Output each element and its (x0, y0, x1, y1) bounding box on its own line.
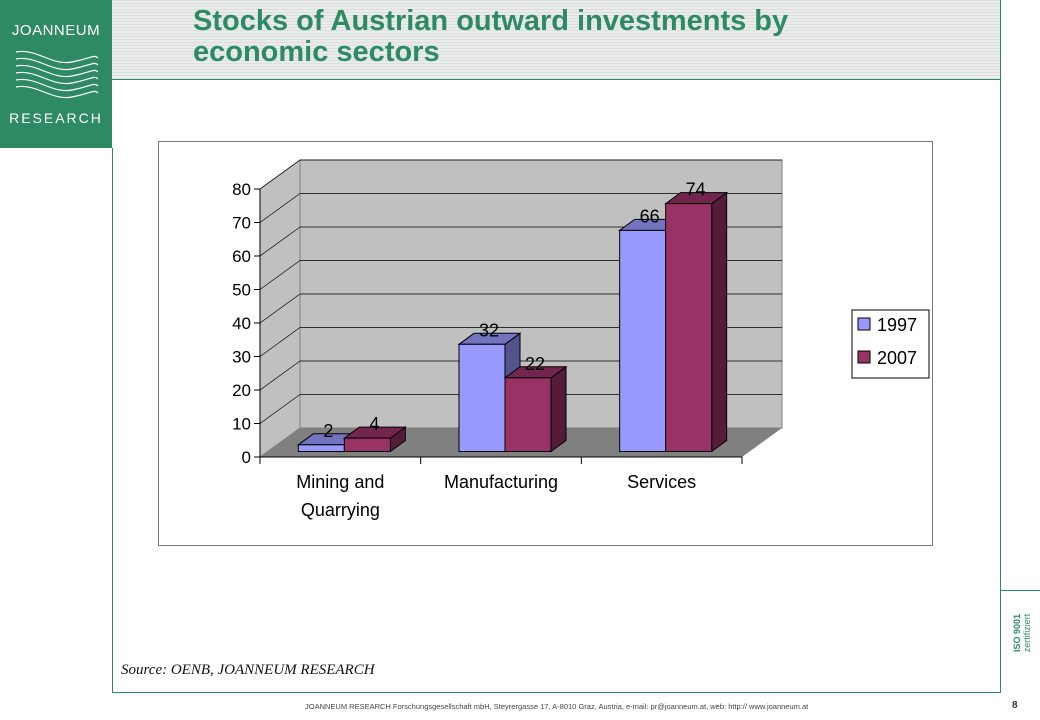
bar-2007-2 (503, 365, 568, 453)
logo-top-text: JOANNEUM (11, 22, 101, 39)
iso-label: ISO 9001 (1012, 613, 1022, 653)
y-tick-label: 10 (232, 415, 251, 434)
iso-sublabel: zertifiziert (1022, 613, 1032, 653)
gridline-side (259, 394, 301, 424)
y-tick-label: 0 (242, 448, 251, 467)
x-category-label: Manufacturing (444, 472, 558, 492)
data-label: 22 (525, 354, 545, 374)
bar-front (297, 444, 345, 452)
gridline-side (259, 193, 301, 223)
data-label: 4 (369, 414, 379, 434)
chart-area: 0 10 20 30 40 50 60 70 80 Mining and Quarrying Manu… (158, 141, 933, 546)
title-bar (112, 0, 1001, 80)
gridline-side (259, 260, 301, 290)
gridline-side (259, 159, 301, 190)
bar-side (550, 365, 567, 453)
x-category-label: Services (627, 472, 696, 492)
data-label: 2 (323, 421, 333, 441)
joanneum-logo: JOANNEUM RESEARCH (0, 0, 112, 148)
source-note: Source: OENB, JOANNEUM RESEARCH (121, 662, 375, 678)
bar-2007-1 (342, 426, 407, 453)
page-number: 8 (1012, 700, 1018, 711)
gridline-side (259, 293, 301, 324)
data-label: 32 (479, 320, 499, 340)
y-tick-label: 30 (232, 348, 251, 367)
y-tick-label: 80 (232, 180, 251, 199)
footer-text: JOANNEUM RESEARCH Forschungsgesellschaft… (305, 702, 809, 711)
bar-side (711, 191, 728, 453)
bar-front (619, 229, 667, 453)
gridline-side (259, 327, 301, 357)
bar-front (458, 343, 506, 452)
gridline-side (259, 226, 301, 257)
right-border (1000, 0, 1001, 692)
left-border (112, 148, 113, 692)
bar-front (665, 203, 713, 452)
y-tick-label: 50 (232, 281, 251, 300)
y-tick-label: 40 (232, 314, 251, 333)
data-label: 74 (686, 180, 706, 200)
page-title: Stocks of Austrian outward investments b… (193, 5, 789, 68)
y-tick-label: 60 (232, 247, 251, 266)
y-tick-label: 20 (232, 381, 251, 400)
bar-front (504, 377, 552, 452)
bottom-border (112, 692, 1001, 693)
y-tick-label: 70 (232, 214, 251, 233)
bar-2007-3 (664, 191, 729, 453)
legend-swatch-2007 (857, 350, 871, 364)
wave-logo-icon (15, 50, 99, 99)
gridline-side (259, 360, 301, 391)
logo-bottom-text: RESEARCH (9, 110, 103, 126)
legend-label-2007: 2007 (877, 348, 917, 368)
bar-chart: 0 10 20 30 40 50 60 70 80 Mining and Quarrying Manu… (232, 159, 930, 520)
iso-badge: ISO 9001 zertifiziert (1001, 590, 1040, 681)
legend-label-1997: 1997 (877, 315, 917, 335)
x-category-label: Mining and Quarrying (296, 472, 384, 520)
data-label: 66 (640, 206, 660, 226)
legend-swatch-1997 (857, 317, 871, 331)
bar-front (343, 437, 391, 453)
